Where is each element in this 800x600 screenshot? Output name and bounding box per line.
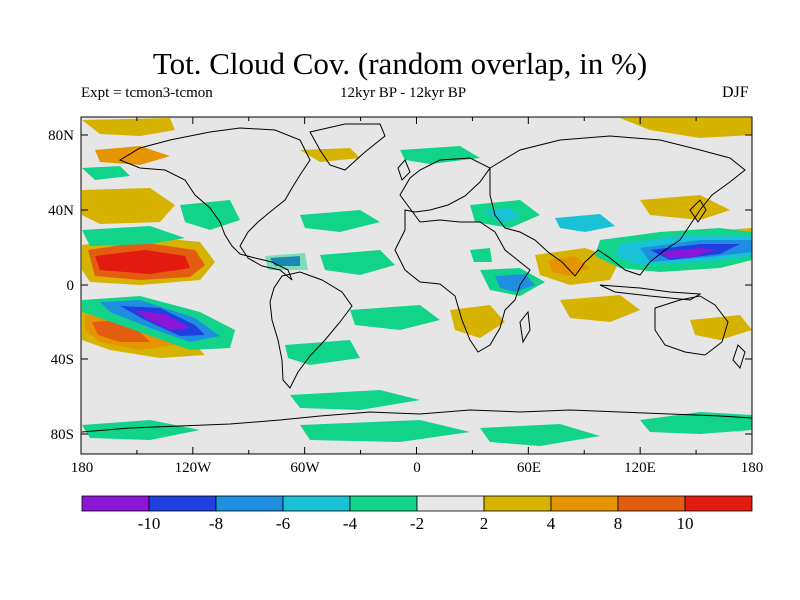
season-label: DJF [722,84,749,101]
coastline-japan [689,199,707,223]
negative-anomaly-region [660,248,715,258]
negative-anomaly-region [300,420,470,442]
colorbar-label: -8 [208,514,224,533]
negative-anomaly-region [285,340,360,365]
lat-label-0: 0 [66,278,75,294]
negative-anomaly-region [135,310,190,330]
positive-anomaly-region [82,188,175,224]
lon-label-60w: 60W [290,460,320,476]
colorbar-swatch [684,495,753,512]
lon-label-60e: 60E [516,460,542,476]
coastline-new-zealand [732,344,746,370]
colorbar-swatch [416,495,485,512]
negative-anomaly-region [640,412,752,434]
colorbar [81,495,753,512]
coastline-antarctica [81,409,753,433]
anomaly-fields [82,118,752,446]
positive-anomaly-region [690,315,752,340]
axis-ticks [80,117,753,454]
positive-anomaly-region [450,305,505,338]
coastline-uk [397,159,411,181]
positive-anomaly-region [92,320,150,342]
colorbar-swatch [617,495,686,512]
negative-anomaly-region [82,226,185,246]
coastline-madagascar [519,310,531,344]
lat-label-40s: 40S [50,352,74,368]
colorbar-label: 2 [479,514,489,533]
colorbar-swatch [81,495,150,512]
colorbar-label: -6 [275,514,291,533]
colorbar-label: 8 [613,514,623,533]
coastline-greenland [309,123,386,171]
negative-anomaly-region [300,210,380,232]
negative-anomaly-region [180,200,240,230]
colorbar-label: -4 [342,514,358,533]
coastline-asia [489,135,746,277]
coastline-north-america [118,127,311,281]
positive-anomaly-region [95,250,190,274]
map-title: Tot. Cloud Cov. (random overlap, in %) [152,46,648,81]
colorbar-label: -2 [409,514,425,533]
negative-anomaly-region [82,166,130,180]
negative-anomaly-region [320,250,395,275]
negative-anomaly-region [480,424,600,446]
lat-label-80n: 80N [48,128,74,144]
coastline-south-america [269,271,353,389]
colorbar-swatch [215,495,284,512]
negative-anomaly-region [400,146,480,164]
negative-anomaly-region [82,420,200,440]
negative-anomaly-region [350,305,440,330]
negative-anomaly-region [290,390,420,410]
lon-label-120e: 120E [624,460,656,476]
coastline-europe-africa [394,157,531,353]
positive-anomaly-region [620,118,752,138]
lon-label-0: 0 [413,460,421,476]
coastlines [81,123,753,433]
coastline-australia [654,295,729,356]
positive-anomaly-region [82,118,175,136]
experiment-label: Expt = tcmon3-tcmon [81,85,213,101]
lat-label-80s: 80S [50,427,74,443]
negative-anomaly-region [555,214,615,232]
lon-label-180w: 180 [70,460,94,476]
lat-label-40n: 40N [48,203,74,219]
period-label: 12kyr BP - 12kyr BP [340,85,467,101]
positive-anomaly-region [95,146,170,165]
negative-anomaly-region [265,253,308,270]
colorbar-swatch [550,495,619,512]
colorbar-swatch [148,495,217,512]
negative-anomaly-region [470,248,492,262]
positive-anomaly-region [548,256,590,276]
positive-anomaly-region [300,148,360,162]
lon-label-120w: 120W [174,460,212,476]
lon-label-180e: 180 [740,460,764,476]
positive-anomaly-region [560,295,640,322]
colorbar-swatch [483,495,552,512]
colorbar-label: 4 [546,514,556,533]
colorbar-label: 10 [676,514,694,533]
colorbar-swatch [282,495,351,512]
colorbar-swatch [349,495,418,512]
map-background [81,117,752,454]
colorbar-label: -10 [137,514,161,533]
coastline-indonesia [599,284,702,301]
negative-anomaly-region [495,274,535,292]
